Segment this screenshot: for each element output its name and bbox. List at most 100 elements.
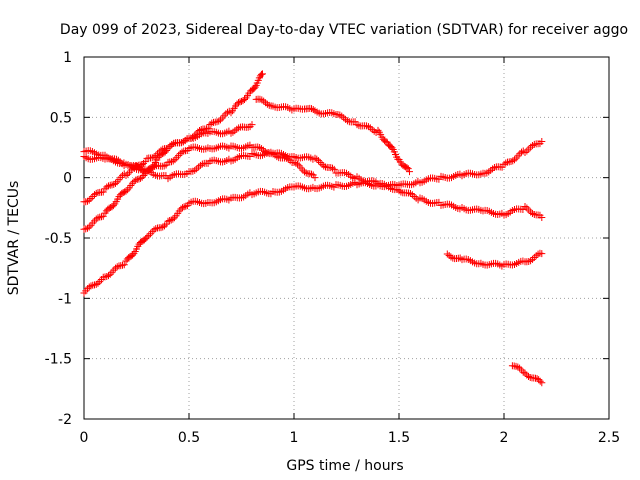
data-point <box>343 117 351 125</box>
data-point <box>182 202 190 210</box>
data-point <box>338 112 346 120</box>
data-point <box>109 202 117 210</box>
plot-frame <box>83 56 610 420</box>
data-point <box>316 158 324 166</box>
data-point <box>525 373 532 381</box>
data-point <box>456 254 464 262</box>
series-track-8 <box>508 362 546 387</box>
data-point <box>523 147 531 155</box>
series-track-3 <box>80 121 256 233</box>
data-point <box>152 225 160 233</box>
data-point <box>159 223 167 231</box>
data-point <box>327 164 335 172</box>
x-tick-label: 1 <box>290 430 299 446</box>
data-point <box>313 155 321 163</box>
data-point <box>519 368 527 376</box>
data-point <box>162 220 170 228</box>
data-point <box>103 183 111 191</box>
data-point <box>179 204 187 212</box>
data-point <box>330 165 338 173</box>
data-point <box>213 118 221 126</box>
data-point <box>208 119 216 127</box>
data-point <box>101 185 109 193</box>
data-point <box>99 188 107 196</box>
x-tick-label: 0.5 <box>178 430 200 446</box>
data-point <box>145 232 153 240</box>
data-point <box>85 223 93 231</box>
data-point <box>309 106 317 114</box>
x-tick-label: 0 <box>80 430 89 446</box>
data-point <box>157 224 165 232</box>
data-point <box>94 279 102 287</box>
data-point <box>528 141 536 149</box>
data-point <box>530 254 538 262</box>
data-point <box>388 144 396 152</box>
grid <box>84 57 609 419</box>
data-point <box>178 148 186 156</box>
data-point <box>180 203 188 211</box>
data-point <box>329 164 336 172</box>
data-point <box>299 166 307 174</box>
data-point <box>94 214 102 222</box>
data-point <box>248 121 256 129</box>
data-point <box>229 128 237 136</box>
data-point <box>535 376 543 384</box>
series-track-6 <box>80 137 546 297</box>
data-point <box>302 169 310 177</box>
data-point <box>225 107 233 115</box>
data-point <box>251 83 259 91</box>
series-track-2 <box>252 95 413 176</box>
series-track-1 <box>80 70 266 206</box>
data-point <box>443 250 451 258</box>
data-point <box>113 263 121 271</box>
data-point <box>370 127 378 135</box>
data-point <box>294 160 301 168</box>
data-point <box>258 145 266 153</box>
data-point <box>308 170 315 178</box>
data-point <box>320 162 328 170</box>
data-point <box>241 96 248 104</box>
x-tick-label: 1.5 <box>388 430 410 446</box>
data-point <box>257 70 265 78</box>
data-point <box>259 70 266 78</box>
data-point <box>521 369 529 377</box>
data-point <box>169 215 177 223</box>
x-tick-label: 2 <box>500 430 509 446</box>
data-point <box>108 181 116 189</box>
series-track-7 <box>443 249 546 270</box>
data-point <box>161 148 169 156</box>
data-point <box>87 282 95 290</box>
y-tick-label: 0.5 <box>50 110 72 126</box>
data-point <box>82 225 90 233</box>
y-tick-label: -1.5 <box>45 352 72 368</box>
data-point <box>408 191 416 199</box>
data-point <box>122 171 130 179</box>
data-point <box>85 196 93 204</box>
data-point <box>236 98 244 106</box>
y-axis-label: SDTVAR / TECUs <box>6 181 22 296</box>
data-point <box>263 100 271 108</box>
data-point <box>169 157 177 165</box>
data-point <box>120 261 128 269</box>
data-point <box>527 257 535 265</box>
data-point <box>301 168 308 176</box>
data-point <box>511 156 518 164</box>
x-tick-label: 2.5 <box>598 430 620 446</box>
axis-ticks: 0 0.5 1 1.5 2 2.5 -2 -1.5 -1 -0.5 0 0.5 1 <box>45 50 620 446</box>
data-point <box>239 97 247 105</box>
data-point <box>521 149 529 157</box>
data-point <box>92 189 100 197</box>
data-point <box>405 189 413 197</box>
data-point <box>89 192 97 200</box>
series-track-4 <box>80 141 319 182</box>
data-point <box>311 174 319 182</box>
data-point <box>143 233 151 241</box>
data-point <box>364 123 372 131</box>
data-point <box>406 168 413 176</box>
y-tick-label: -1 <box>58 291 72 307</box>
data-point <box>414 196 422 204</box>
data-point <box>91 281 98 289</box>
data-point <box>191 166 199 174</box>
data-point <box>124 170 132 178</box>
data-point <box>538 137 546 145</box>
